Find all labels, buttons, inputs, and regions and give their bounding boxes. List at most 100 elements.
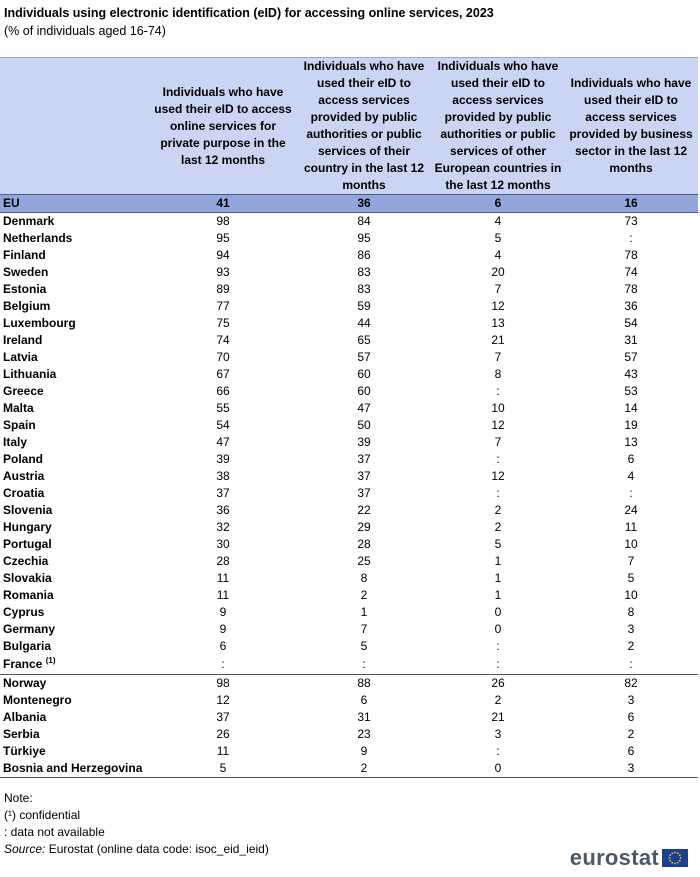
cell-value: 6 [432, 194, 564, 213]
table-row: Norway 98 88 26 82 [0, 674, 698, 692]
cell-value: : [629, 486, 633, 500]
cell-value: 28 [357, 537, 371, 551]
table-row: Montenegro 12 6 2 3 [0, 692, 698, 709]
cell-value: 10 [624, 588, 638, 602]
cell-value: 9 [360, 744, 368, 758]
table-row: Slovakia 11 8 1 5 [0, 570, 698, 587]
row-label: Hungary [3, 520, 52, 534]
cell-value: 37 [357, 452, 371, 466]
cell-value: 70 [216, 350, 230, 364]
cell-value: 1 [494, 588, 502, 602]
cell-value: 28 [216, 554, 230, 568]
table-row: Finland 94 86 4 78 [0, 247, 698, 264]
cell-value: 2 [360, 588, 368, 602]
table-row: Serbia 26 23 3 2 [0, 726, 698, 743]
cell-value: 7 [494, 350, 502, 364]
table-row: Poland 39 37: 6 [0, 451, 698, 468]
table-row: Sweden 93 83 20 74 [0, 264, 698, 281]
cell-value: 10 [491, 401, 505, 415]
cell-value: : [496, 657, 500, 671]
cell-value: 20 [491, 265, 505, 279]
row-label: Portugal [3, 537, 52, 551]
cell-value: 31 [624, 333, 638, 347]
cell-value: 36 [624, 299, 638, 313]
cell-value: 6 [360, 693, 368, 707]
cell-value: 39 [357, 435, 371, 449]
column-header: Individuals who have used their eID to a… [150, 57, 296, 195]
cell-value: : [629, 231, 633, 245]
column-header: Individuals who have used their eID to a… [432, 57, 564, 195]
cell-value: 78 [624, 248, 638, 262]
cell-value: 2 [627, 639, 635, 653]
cell-value: : [496, 452, 500, 466]
table-row: Cyprus 9 1 0 8 [0, 604, 698, 621]
cell-value: : [496, 744, 500, 758]
cell-value: 4 [627, 469, 635, 483]
table-row: Greece 66 60: 53 [0, 383, 698, 400]
cell-value: 57 [624, 350, 638, 364]
cell-value: : [496, 384, 500, 398]
cell-value: 2 [494, 693, 502, 707]
cell-value: 47 [216, 435, 230, 449]
cell-value: 9 [219, 622, 227, 636]
row-label: Luxembourg [3, 316, 76, 330]
cell-value: 66 [216, 384, 230, 398]
cell-value: 1 [494, 571, 502, 585]
cell-value: 83 [357, 265, 371, 279]
cell-value: 73 [624, 214, 638, 228]
table-row: Estonia 89 83 7 78 [0, 281, 698, 298]
row-label: Romania [3, 588, 54, 602]
cell-value: 31 [357, 710, 371, 724]
table-row: Belgium 77 59 12 36 [0, 298, 698, 315]
data-table: Individuals who have used their eID to a… [0, 57, 698, 778]
cell-value: 11 [216, 744, 230, 758]
table-row: Türkiye 11 9: 6 [0, 743, 698, 760]
cell-value: 8 [627, 605, 635, 619]
table-row: Czechia 28 25 1 7 [0, 553, 698, 570]
cell-value: 89 [216, 282, 230, 296]
cell-value: 67 [216, 367, 230, 381]
header-row: Individuals who have used their eID to a… [0, 57, 698, 195]
cell-value: 86 [357, 248, 371, 262]
column-header: Individuals who have used their eID to a… [564, 57, 698, 195]
table-row: Hungary 32 29 2 11 [0, 519, 698, 536]
cell-value: 50 [357, 418, 371, 432]
cell-value: 6 [627, 744, 635, 758]
cell-value: 5 [150, 760, 296, 778]
cell-value: 5 [360, 639, 368, 653]
row-label: Bulgaria [3, 639, 52, 653]
cell-value: 59 [357, 299, 371, 313]
cell-value: 37 [216, 710, 230, 724]
row-label: Germany [3, 622, 56, 636]
source-line: Source: Eurostat (online data code: isoc… [4, 841, 269, 858]
cell-value: 19 [624, 418, 638, 432]
cell-value: 11 [624, 520, 638, 534]
row-label: Türkiye [3, 744, 46, 758]
cell-value: 83 [357, 282, 371, 296]
cell-value: 37 [357, 486, 371, 500]
cell-value: 36 [216, 503, 230, 517]
cell-value: 84 [357, 214, 371, 228]
cell-value: 0 [494, 622, 502, 636]
row-label: Estonia [3, 282, 47, 296]
cell-value: 30 [216, 537, 230, 551]
cell-value: 53 [624, 384, 638, 398]
row-label: Sweden [3, 265, 49, 279]
row-label: Latvia [3, 350, 38, 364]
cell-value: 3 [627, 622, 635, 636]
row-label: Italy [3, 435, 28, 449]
cell-value: 7 [494, 435, 502, 449]
cell-value: 95 [357, 231, 371, 245]
cell-value: 0 [432, 760, 564, 778]
cell-value: 1 [494, 554, 502, 568]
row-label: Slovakia [3, 571, 52, 585]
row-label: Slovenia [3, 503, 53, 517]
cell-value: 21 [491, 710, 505, 724]
row-label: Montenegro [3, 693, 72, 707]
note-label: Note: [4, 791, 33, 805]
cell-value: 38 [216, 469, 230, 483]
cell-value: : [629, 657, 633, 671]
cell-value: 95 [216, 231, 230, 245]
cell-value: : [362, 657, 366, 671]
cell-value: 37 [357, 469, 371, 483]
